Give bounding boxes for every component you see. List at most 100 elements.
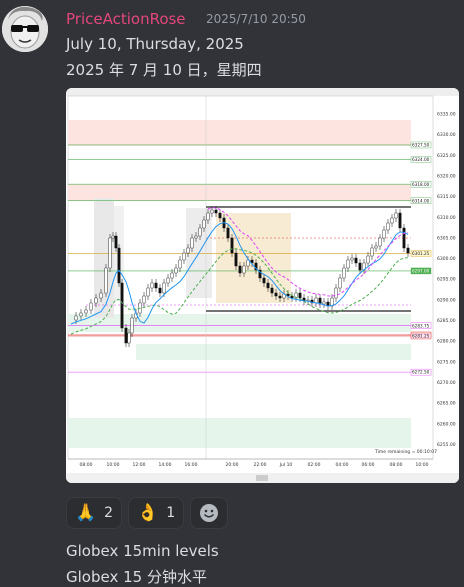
candle-body [198, 227, 202, 237]
candle-body [111, 235, 115, 239]
candle-body [214, 209, 218, 214]
price-level-label: 6324.00 [412, 157, 430, 162]
chart-image-attachment[interactable]: ← 6335.006330.006325.006320.006315.00631… [66, 88, 459, 483]
candle-body [374, 245, 378, 249]
candle-body [162, 282, 166, 294]
candle-body [182, 252, 186, 261]
time-tick-label: 16:00 [185, 462, 198, 468]
smiley-add-reaction-icon [200, 504, 219, 522]
price-tick-label: 6305.00 [437, 235, 456, 241]
candle-body [190, 237, 194, 249]
candle-body [94, 297, 98, 304]
price-level-tag [410, 368, 432, 376]
add-reaction-button[interactable] [190, 497, 229, 529]
candle-body [334, 287, 338, 299]
candle-body [154, 282, 158, 289]
price-level-tag [410, 156, 432, 163]
candle-body [210, 209, 214, 214]
time-tick-label: 22:00 [254, 462, 267, 468]
candle-body [350, 257, 354, 261]
candle-body [390, 217, 394, 224]
price-level-label: 6283.75 [412, 323, 430, 328]
reaction-ok-hand[interactable]: 👌 1 [128, 497, 185, 529]
price-chart: ← 6335.006330.006325.006320.006315.00631… [66, 88, 459, 483]
candle-body [127, 332, 131, 344]
candle-body [406, 247, 410, 254]
candle-body [99, 292, 103, 299]
candle-body [286, 293, 290, 297]
time-tick-label: 10:00 [416, 462, 429, 468]
price-level-label: 6297.00 [412, 269, 430, 274]
price-tick-label: 6330.00 [437, 132, 456, 138]
price-tick-label: 6290.00 [437, 297, 456, 303]
price-level-label: 6318.00 [412, 182, 430, 187]
price-tick-label: 6275.00 [437, 359, 456, 365]
candle-body [186, 247, 190, 254]
price-level-tag [410, 250, 432, 257]
time-tick-label: 10:00 [107, 462, 120, 468]
candle-body [346, 259, 350, 269]
candle-body [174, 267, 178, 274]
time-tick-label: 14:00 [159, 462, 172, 468]
price-tick-label: 6315.00 [437, 194, 456, 200]
candle-body [258, 269, 262, 279]
price-level-tag [410, 267, 432, 275]
chart-scrollbar-thumb [256, 475, 268, 481]
reaction-count: 2 [104, 505, 114, 521]
price-tick-label: 6335.00 [437, 112, 456, 118]
candle-body [194, 235, 198, 239]
candle-body [234, 252, 238, 267]
candle-body [84, 309, 88, 314]
price-tick-label: 6265.00 [437, 401, 456, 407]
price-tick-label: 6320.00 [437, 173, 456, 179]
reaction-pray[interactable]: 🙏 2 [66, 497, 123, 529]
candle-body [74, 315, 78, 321]
reactions-bar: 🙏 2 👌 1 [66, 497, 229, 529]
candle-body [366, 255, 370, 264]
candle-body [262, 277, 266, 284]
avatar[interactable] [2, 6, 48, 52]
time-tick-label: 20:00 [226, 462, 239, 468]
price-tick-label: 6325.00 [437, 153, 456, 159]
candle-body [226, 227, 230, 239]
candle-body [238, 265, 242, 274]
candle-body [298, 292, 302, 299]
candle-body [158, 287, 162, 294]
candle-body [130, 317, 134, 334]
candle-body [170, 272, 174, 279]
candle-body [398, 212, 402, 229]
price-tick-label: 6295.00 [437, 277, 456, 283]
candle-body [150, 282, 154, 289]
price-level-label: 6272.50 [412, 370, 430, 375]
candle-body [266, 282, 270, 289]
candle-body [178, 259, 182, 269]
candle-body [278, 295, 282, 299]
candle-body [166, 277, 170, 284]
time-tick-label: 04:00 [336, 462, 349, 468]
caption-line-1: Globex 15min levels [66, 542, 219, 560]
candle-body [246, 259, 250, 267]
time-tick-label: 02:00 [308, 462, 321, 468]
price-level-tag [410, 181, 432, 188]
time-tick-label: 12:00 [133, 462, 146, 468]
candle-body [402, 227, 406, 249]
price-level-tag [410, 141, 432, 149]
ok-hand-emoji-icon: 👌 [137, 503, 159, 523]
candle-body [120, 282, 124, 329]
candle-body [294, 292, 298, 299]
price-level-tag [410, 322, 432, 329]
candle-body [89, 302, 93, 311]
message-timestamp: 2025/7/10 20:50 [206, 12, 306, 26]
message-line-2: 2025 年 7 月 10 日，星期四 [66, 61, 262, 79]
reaction-count: 1 [166, 505, 176, 521]
time-tick-label: 08:00 [80, 462, 93, 468]
candle-body [270, 287, 274, 294]
author-name[interactable]: PriceActionRose [66, 10, 186, 28]
message-line-1: July 10, Thursday, 2025 [66, 35, 244, 53]
candle-body [108, 237, 112, 269]
price-tick-label: 6310.00 [437, 215, 456, 221]
candle-body [382, 229, 386, 239]
price-level-tag [410, 332, 432, 340]
price-level-label: 6314.00 [412, 198, 430, 203]
candle-body [386, 222, 390, 231]
